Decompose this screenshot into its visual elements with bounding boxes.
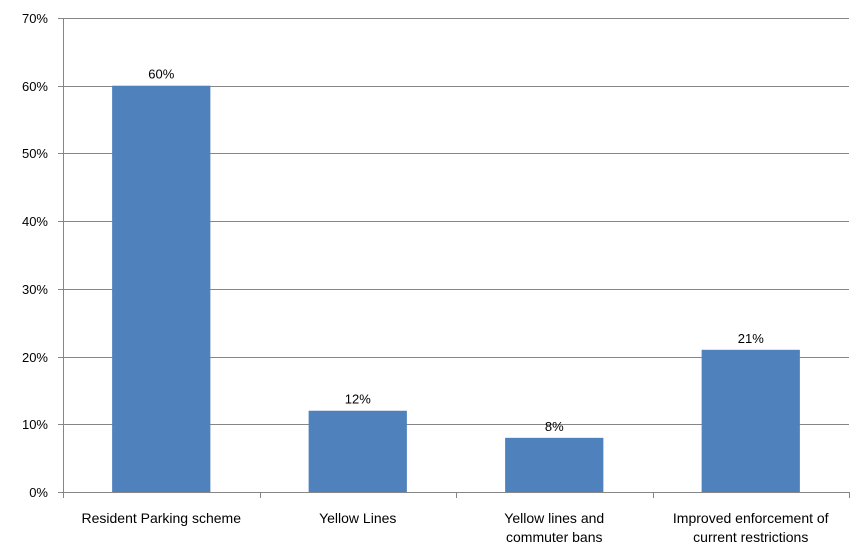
data-label: 12% (345, 392, 371, 407)
y-tick-label: 40% (22, 214, 48, 229)
x-tick-label: Improved enforcement of current restricti… (673, 510, 829, 545)
y-tick-label: 60% (22, 79, 48, 94)
y-tick-label: 20% (22, 350, 48, 365)
y-tick-label: 30% (22, 282, 48, 297)
bar (308, 410, 407, 492)
x-tick-label: Yellow Lines (319, 510, 396, 526)
bars (112, 85, 800, 492)
bar (112, 85, 211, 492)
bar (505, 437, 604, 492)
data-label: 8% (545, 419, 564, 434)
y-tick-label: 70% (22, 11, 48, 26)
axes (58, 18, 850, 498)
data-label: 21% (738, 331, 764, 346)
y-tick-label: 50% (22, 146, 48, 161)
data-label: 60% (148, 67, 174, 82)
bar (701, 349, 800, 492)
y-tick-label: 10% (22, 417, 48, 432)
x-tick-label: Resident Parking scheme (81, 510, 241, 526)
labels: 0% 10% 20% 30% 40% 50% 60% 70% 60% Resident Parki… (22, 11, 829, 545)
y-tick-label: 0% (29, 485, 48, 500)
x-tick-label: Yellow lines and commuter bans (504, 510, 604, 545)
